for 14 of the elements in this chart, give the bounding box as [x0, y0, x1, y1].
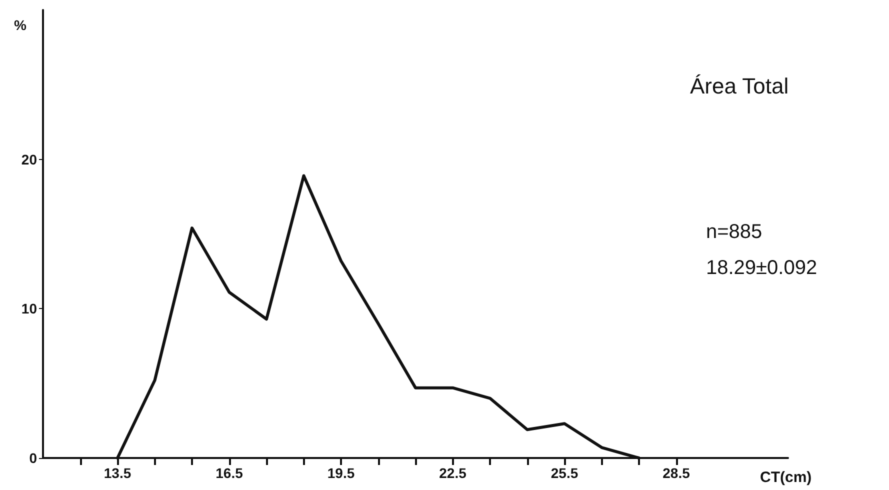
- y-tick-label: 20: [21, 151, 38, 168]
- x-tick-label: 13.5: [104, 465, 132, 481]
- text: Área Total: [690, 74, 789, 98]
- x-tick-label: 25.5: [550, 465, 578, 481]
- y-tick-label: 0: [29, 450, 38, 466]
- y-axis-title: %: [14, 17, 27, 33]
- x-tick-label: 16.5: [216, 465, 244, 481]
- y-tick-label: 10: [21, 300, 38, 317]
- x-tick-label: 28.5: [662, 465, 690, 481]
- annotation: 18.29±0.092: [706, 257, 818, 279]
- x-axis-title: CT(cm): [760, 469, 812, 486]
- x-tick-label: 22.5: [439, 465, 467, 481]
- annotation: n=885: [706, 221, 762, 243]
- x-tick-label: 19.5: [327, 465, 355, 481]
